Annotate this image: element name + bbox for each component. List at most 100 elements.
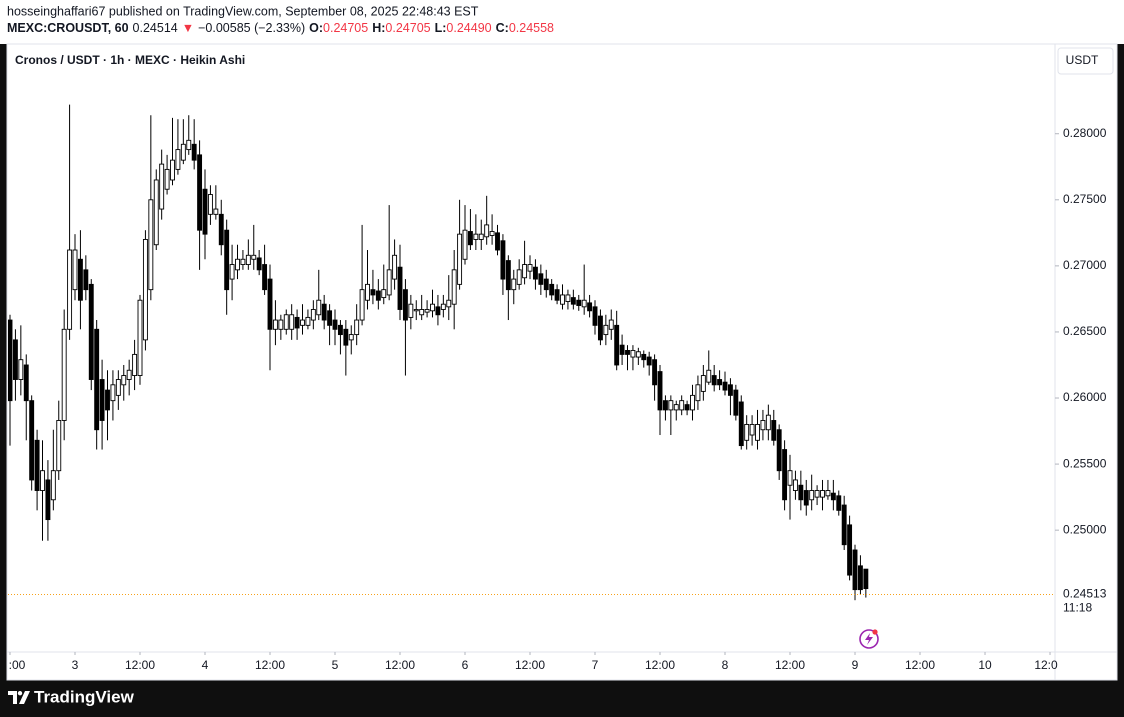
x-tick-label: 12:00 bbox=[775, 658, 805, 672]
flash-dot[interactable] bbox=[872, 629, 878, 635]
candle-body bbox=[375, 290, 381, 301]
candle-body bbox=[94, 328, 100, 431]
candle-body bbox=[538, 273, 544, 285]
candle-body bbox=[245, 254, 251, 266]
candle-body bbox=[722, 381, 728, 391]
candle-body bbox=[581, 299, 587, 308]
flash-icon[interactable] bbox=[859, 629, 879, 649]
candle-body bbox=[180, 143, 186, 161]
candle-body bbox=[662, 400, 668, 411]
candle-body bbox=[467, 231, 473, 246]
flash-bolt[interactable] bbox=[865, 633, 873, 645]
ohlc-segment: O: bbox=[309, 21, 323, 35]
x-tick-label: 5 bbox=[332, 658, 339, 672]
candle-body bbox=[251, 254, 257, 260]
candle-body bbox=[153, 179, 159, 246]
candle-body bbox=[446, 299, 452, 308]
candle-body bbox=[240, 258, 246, 266]
candle-body bbox=[354, 319, 360, 336]
candle-body bbox=[717, 379, 723, 386]
candle-body bbox=[668, 400, 674, 411]
ohlc-segment: L: bbox=[435, 21, 447, 35]
x-tick-label: 9 bbox=[852, 658, 859, 672]
candle-body bbox=[841, 504, 847, 546]
candle-body bbox=[484, 224, 490, 238]
candle-body bbox=[755, 423, 760, 441]
candle-body bbox=[175, 149, 181, 170]
candle-body bbox=[115, 379, 121, 396]
candle-body bbox=[792, 479, 798, 491]
candle-body bbox=[597, 315, 603, 341]
candle-body bbox=[554, 289, 560, 301]
candle-body bbox=[435, 306, 441, 316]
y-tick-label: 0.27000 bbox=[1063, 258, 1107, 272]
x-tick-label: 12:00 bbox=[515, 658, 545, 672]
x-tick-label: 12:00 bbox=[385, 658, 415, 672]
candle-body bbox=[164, 168, 170, 190]
flash-ring[interactable] bbox=[859, 629, 879, 649]
candle-body bbox=[256, 257, 262, 271]
plot-area bbox=[8, 104, 869, 601]
candle-body bbox=[451, 269, 457, 305]
currency-button[interactable] bbox=[1057, 47, 1114, 75]
brand-logo[interactable] bbox=[8, 691, 30, 704]
candle-body bbox=[262, 264, 268, 291]
candle-body bbox=[142, 238, 148, 341]
candle-body bbox=[419, 309, 425, 316]
x-tick-label: 10 bbox=[978, 658, 992, 672]
ohlc-segment: MEXC:CROUSDT, 60 bbox=[7, 21, 129, 35]
candle-body bbox=[765, 414, 771, 431]
candle-body bbox=[202, 188, 208, 235]
candle-body bbox=[457, 233, 463, 285]
candle-body bbox=[348, 334, 354, 341]
candle-body bbox=[776, 429, 782, 472]
ohlc-segment: 0.24558 bbox=[509, 21, 554, 35]
candle-body bbox=[321, 303, 327, 321]
x-tick-label: 12:0 bbox=[1034, 658, 1058, 672]
candle-body bbox=[413, 309, 419, 312]
candle-body bbox=[825, 490, 831, 497]
candle-body bbox=[77, 258, 83, 301]
ohlc-segment: ▼ bbox=[182, 21, 194, 35]
price-line-label: 0.24513 bbox=[1063, 587, 1107, 601]
candle-body bbox=[673, 404, 679, 411]
candle-body bbox=[440, 303, 446, 310]
candle-body bbox=[159, 163, 165, 210]
candle-body bbox=[771, 420, 777, 441]
candle-body bbox=[272, 319, 278, 330]
y-tick-label: 0.25500 bbox=[1063, 456, 1107, 470]
ohlc-segment: 0.24705 bbox=[323, 21, 368, 35]
candle-body bbox=[40, 470, 45, 491]
candle-body bbox=[782, 449, 788, 501]
candle-body bbox=[852, 549, 858, 591]
candle-body bbox=[18, 359, 24, 380]
candle-body bbox=[798, 484, 804, 501]
brand-name[interactable]: TradingView bbox=[34, 687, 135, 706]
candle-body bbox=[359, 289, 365, 321]
currency-label[interactable]: USDT bbox=[1066, 53, 1099, 67]
y-tick-label: 0.25000 bbox=[1063, 522, 1107, 536]
candle-body bbox=[652, 359, 658, 386]
candle-body bbox=[603, 324, 609, 336]
candle-body bbox=[619, 344, 625, 355]
candle-body bbox=[532, 266, 538, 280]
candle-body bbox=[657, 371, 663, 411]
y-tick-label: 0.26500 bbox=[1063, 324, 1107, 338]
candle-body bbox=[695, 384, 701, 402]
x-tick-label: 12:00 bbox=[125, 658, 155, 672]
candle-body bbox=[397, 266, 403, 310]
ohlc-segment: −0.00585 (−2.33%) bbox=[198, 21, 305, 35]
candle-body bbox=[392, 254, 398, 280]
candle-body bbox=[408, 303, 414, 318]
candle-body bbox=[23, 364, 29, 402]
candle-body bbox=[56, 420, 62, 472]
candle-body bbox=[570, 297, 576, 305]
candle-body bbox=[500, 240, 506, 280]
brand[interactable]: TradingView bbox=[8, 687, 135, 706]
candle-body bbox=[733, 389, 739, 416]
candle-body bbox=[543, 278, 549, 291]
candle-body bbox=[365, 283, 370, 301]
candle-body bbox=[760, 420, 766, 431]
